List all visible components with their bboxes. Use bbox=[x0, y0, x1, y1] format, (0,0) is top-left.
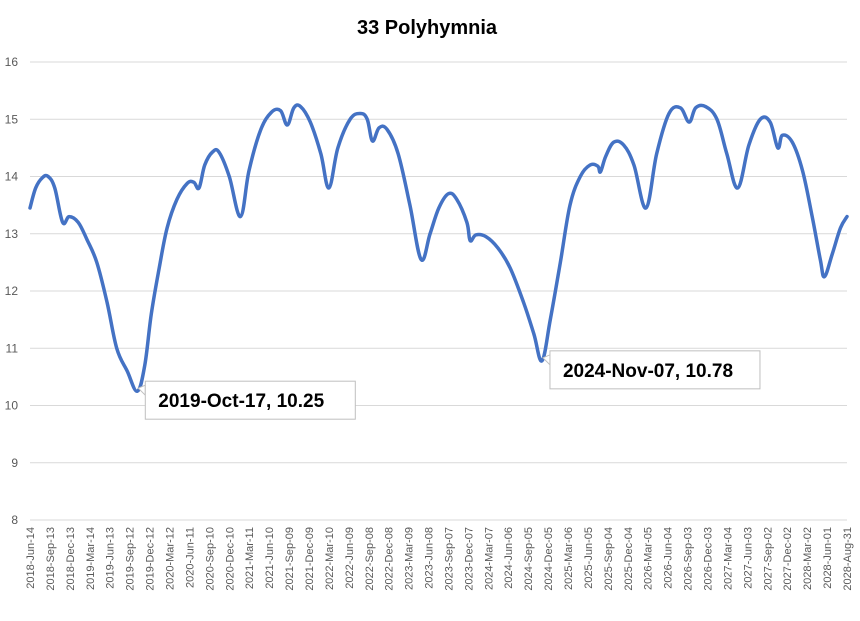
x-tick-label: 2026-Jun-04 bbox=[663, 527, 675, 589]
x-tick-label: 2021-Dec-09 bbox=[304, 527, 316, 591]
callout-label: 2024-Nov-07, 10.78 bbox=[563, 361, 733, 382]
x-tick-label: 2020-Dec-10 bbox=[224, 527, 236, 591]
x-tick-label: 2023-Jun-08 bbox=[424, 527, 436, 589]
chart-title: 33 Polyhymnia bbox=[357, 17, 498, 39]
x-tick-label: 2026-Dec-03 bbox=[703, 527, 715, 591]
x-tick-label: 2025-Dec-04 bbox=[623, 527, 635, 591]
y-tick-label: 9 bbox=[11, 456, 18, 470]
y-tick-label: 12 bbox=[5, 284, 19, 298]
x-tick-label: 2023-Mar-09 bbox=[404, 527, 416, 590]
x-tick-label: 2019-Jun-13 bbox=[105, 527, 117, 589]
x-tick-label: 2022-Dec-08 bbox=[384, 527, 396, 591]
x-tick-label: 2027-Dec-02 bbox=[782, 527, 794, 591]
y-axis-ticks: 8 9 10 11 12 13 14 15 16 bbox=[5, 55, 19, 527]
x-tick-label: 2028-Aug-31 bbox=[842, 527, 854, 591]
x-tick-label: 2026-Mar-05 bbox=[643, 527, 655, 590]
x-tick-label: 2022-Jun-09 bbox=[344, 527, 356, 589]
y-tick-label: 16 bbox=[5, 55, 19, 69]
y-tick-label: 15 bbox=[5, 112, 19, 126]
x-tick-label: 2019-Sep-12 bbox=[125, 527, 137, 591]
x-tick-label: 2018-Jun-14 bbox=[25, 527, 37, 589]
annotations: 2019-Oct-17, 10.25 2024-Nov-07, 10.78 bbox=[137, 350, 761, 420]
x-tick-label: 2020-Mar-12 bbox=[164, 527, 176, 590]
x-tick-label: 2024-Jun-06 bbox=[503, 527, 515, 589]
x-tick-label: 2027-Mar-04 bbox=[722, 527, 734, 590]
x-tick-label: 2023-Sep-07 bbox=[443, 527, 455, 591]
x-tick-label: 2019-Dec-12 bbox=[145, 527, 157, 591]
callout-box bbox=[144, 380, 356, 420]
x-tick-label: 2020-Jun-11 bbox=[184, 527, 196, 588]
y-tick-label: 13 bbox=[5, 227, 19, 241]
x-tick-label: 2028-Mar-02 bbox=[802, 527, 814, 590]
series-lines bbox=[28, 103, 849, 393]
x-tick-label: 2021-Mar-11 bbox=[244, 527, 256, 589]
x-tick-label: 2018-Dec-13 bbox=[65, 527, 77, 591]
x-tick-label: 2022-Sep-08 bbox=[364, 527, 376, 591]
x-tick-label: 2025-Mar-06 bbox=[563, 527, 575, 590]
x-tick-label: 2021-Jun-10 bbox=[264, 527, 276, 589]
x-tick-label: 2026-Sep-03 bbox=[683, 527, 695, 591]
x-tick-label: 2020-Sep-10 bbox=[204, 527, 216, 591]
y-tick-label: 10 bbox=[5, 399, 19, 413]
x-tick-label: 2018-Sep-13 bbox=[45, 527, 57, 591]
x-tick-label: 2019-Mar-14 bbox=[85, 527, 97, 590]
series-line bbox=[28, 103, 849, 393]
x-tick-label: 2023-Dec-07 bbox=[463, 527, 475, 591]
callout-label: 2019-Oct-17, 10.25 bbox=[158, 391, 324, 412]
x-tick-label: 2024-Sep-05 bbox=[523, 527, 535, 591]
y-tick-label: 14 bbox=[5, 170, 19, 184]
x-tick-label: 2028-Jun-01 bbox=[822, 527, 834, 589]
x-tick-label: 2027-Sep-02 bbox=[762, 527, 774, 591]
y-tick-label: 11 bbox=[6, 341, 19, 355]
x-tick-label: 2024-Mar-07 bbox=[483, 527, 495, 590]
x-tick-label: 2025-Jun-05 bbox=[583, 527, 595, 589]
x-tick-label: 2025-Sep-04 bbox=[603, 527, 615, 591]
callout-box bbox=[549, 350, 761, 390]
callout: 2019-Oct-17, 10.25 bbox=[137, 380, 356, 420]
y-tick-label: 8 bbox=[11, 513, 18, 527]
x-axis-ticks: 2018-Jun-14 2018-Sep-13 2018-Dec-13 2019-Ma… bbox=[25, 527, 854, 591]
x-tick-label: 2021-Sep-09 bbox=[284, 527, 296, 591]
gridlines bbox=[30, 61, 847, 521]
x-tick-label: 2022-Mar-10 bbox=[324, 527, 336, 590]
x-tick-label: 2024-Dec-05 bbox=[543, 527, 555, 591]
x-tick-label: 2027-Jun-03 bbox=[742, 527, 754, 589]
callout: 2024-Nov-07, 10.78 bbox=[542, 350, 761, 390]
